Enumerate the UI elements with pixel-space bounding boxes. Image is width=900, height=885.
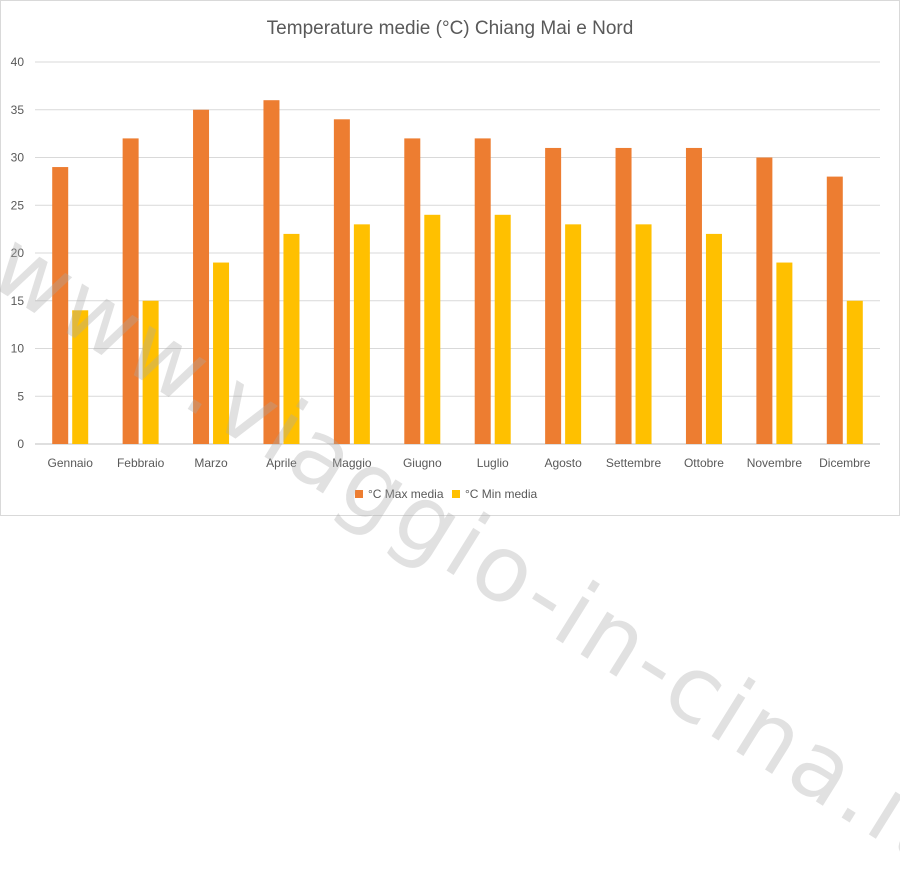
- bar-max: [756, 157, 773, 444]
- y-tick-label: 5: [17, 389, 24, 403]
- x-tick-label: Ottobre: [684, 456, 724, 470]
- x-tick-label: Marzo: [194, 456, 228, 470]
- bar-max: [122, 138, 139, 444]
- bar-min: [705, 233, 722, 444]
- y-tick-label: 10: [11, 342, 25, 356]
- bar-min: [353, 224, 370, 444]
- x-tick-label: Gennaio: [48, 456, 94, 470]
- bar-min: [72, 310, 89, 444]
- bar-min: [142, 300, 159, 444]
- bar-max: [545, 147, 562, 444]
- bar-max: [52, 167, 69, 445]
- x-tick-label: Agosto: [544, 456, 582, 470]
- bar-max: [615, 147, 632, 444]
- x-tick-label: Settembre: [606, 456, 662, 470]
- x-tick-label: Febbraio: [117, 456, 165, 470]
- bar-min: [635, 224, 652, 444]
- bar-max: [193, 109, 210, 444]
- bar-max: [333, 119, 350, 445]
- y-tick-label: 0: [17, 437, 24, 451]
- x-tick-label: Maggio: [332, 456, 372, 470]
- legend-label: °C Min media: [465, 487, 537, 501]
- x-tick-label: Aprile: [266, 456, 297, 470]
- bar-max: [474, 138, 491, 444]
- y-tick-label: 40: [11, 55, 25, 69]
- x-tick-label: Luglio: [477, 456, 509, 470]
- y-tick-label: 20: [11, 246, 25, 260]
- legend-label: °C Max media: [368, 487, 444, 501]
- y-tick-label: 25: [11, 198, 25, 212]
- legend-swatch: [452, 490, 460, 498]
- chart-title: Temperature medie (°C) Chiang Mai e Nord: [267, 18, 634, 39]
- bar-chart: Temperature medie (°C) Chiang Mai e Nord…: [11, 18, 880, 501]
- legend-swatch: [355, 490, 363, 498]
- x-tick-label: Novembre: [747, 456, 803, 470]
- bar-max: [263, 100, 280, 444]
- bar-min: [494, 214, 511, 444]
- y-tick-label: 30: [11, 151, 25, 165]
- bar-min: [565, 224, 582, 444]
- y-tick-label: 15: [11, 294, 25, 308]
- bar-min: [283, 233, 300, 444]
- y-tick-label: 35: [11, 103, 25, 117]
- bar-min: [424, 214, 441, 444]
- x-tick-label: Giugno: [403, 456, 442, 470]
- bar-min: [213, 262, 230, 444]
- bar-max: [404, 138, 421, 444]
- x-tick-label: Dicembre: [819, 456, 871, 470]
- bar-max: [685, 147, 702, 444]
- bar-min: [846, 300, 863, 444]
- bar-min: [776, 262, 793, 444]
- bar-max: [826, 176, 843, 444]
